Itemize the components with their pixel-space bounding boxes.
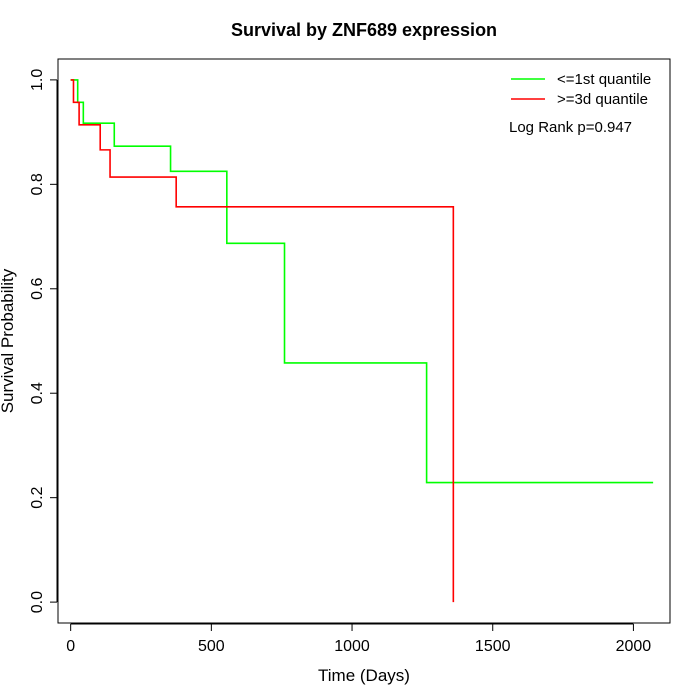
- series-layer: [70, 79, 654, 603]
- x-axis-label: Time (Days): [318, 666, 410, 685]
- y-axis-label: Survival Probability: [0, 268, 17, 413]
- chart-title: Survival by ZNF689 expression: [231, 20, 497, 40]
- legend: <=1st quantile >=3d quantile: [511, 71, 651, 108]
- legend-label-1: <=1st quantile: [557, 71, 651, 88]
- y-tick-label: 0.2: [29, 486, 46, 508]
- x-tick-label: 0: [66, 638, 75, 655]
- x-tick-label: 500: [198, 638, 225, 655]
- y-tick-label: 0.8: [29, 173, 46, 195]
- y-tick-label: 1.0: [29, 69, 46, 91]
- log-rank-annotation: Log Rank p=0.947: [509, 119, 632, 136]
- y-tick-label: 0.6: [29, 278, 46, 300]
- y-axis: 0.0 0.2 0.4 0.6 0.8 1.0: [29, 69, 58, 613]
- plot-frame: [57, 58, 671, 624]
- y-tick-label: 0.0: [29, 591, 46, 613]
- x-tick-label: 1000: [334, 638, 370, 655]
- series-line-2: [70, 79, 455, 603]
- legend-label-2: >=3d quantile: [557, 91, 648, 108]
- y-tick-label: 0.4: [29, 382, 46, 404]
- x-tick-label: 1500: [475, 638, 511, 655]
- x-tick-label: 2000: [616, 638, 652, 655]
- x-axis: 0 500 1000 1500 2000: [66, 623, 652, 655]
- series-line-1: [70, 79, 654, 484]
